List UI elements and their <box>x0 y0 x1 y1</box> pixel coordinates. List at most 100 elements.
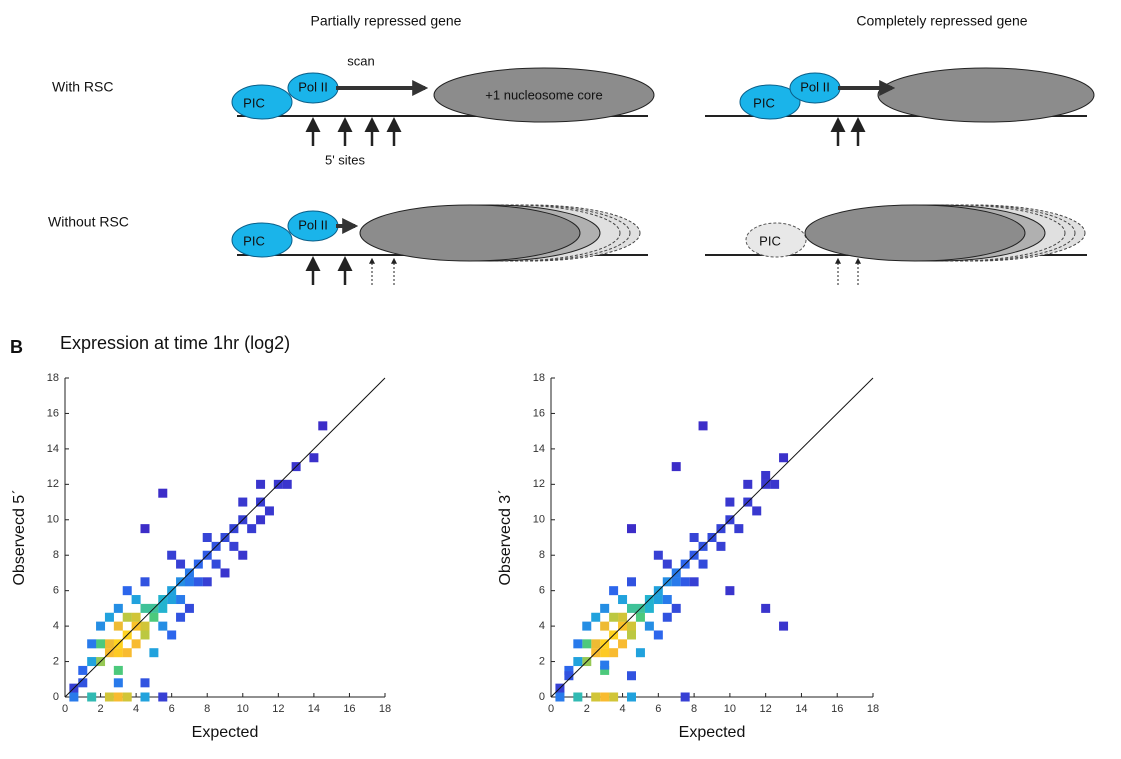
point <box>779 621 789 631</box>
point <box>573 639 583 649</box>
x-tick-label: 2 <box>97 703 103 715</box>
point <box>176 595 186 605</box>
x-tick-label: 16 <box>831 703 843 715</box>
pic-label: PIC <box>753 95 775 110</box>
panel-title: Expression at time 1hr (log2) <box>60 333 290 353</box>
y-tick-label: 18 <box>533 372 545 384</box>
x-axis-label: Expected <box>192 724 259 741</box>
point <box>149 612 159 622</box>
y-tick-label: 16 <box>533 407 545 419</box>
point <box>318 421 328 431</box>
point <box>104 612 114 622</box>
y-tick-label: 0 <box>539 691 545 703</box>
x-axis-label: Expected <box>679 724 746 741</box>
pic <box>739 84 801 120</box>
point <box>149 648 159 658</box>
x-tick-label: 16 <box>343 703 355 715</box>
site-arrows <box>305 256 353 285</box>
pol-label: Pol II <box>298 79 328 94</box>
point <box>779 453 789 463</box>
point <box>184 577 194 587</box>
y-tick-label: 12 <box>47 478 59 490</box>
point <box>609 648 619 658</box>
point <box>752 506 762 516</box>
point <box>193 577 203 587</box>
point <box>564 665 574 675</box>
point <box>202 533 212 542</box>
y-axis-label: Observecd 3ˊ <box>497 489 514 585</box>
point <box>761 603 771 613</box>
point <box>662 595 672 605</box>
point <box>635 648 645 658</box>
point <box>282 479 292 489</box>
point <box>256 479 266 489</box>
x-tick-label: 4 <box>619 703 625 715</box>
row-title: With RSC <box>52 79 113 95</box>
point <box>591 639 601 649</box>
x-tick-label: 10 <box>237 703 249 715</box>
point <box>158 603 168 613</box>
panel-label: B <box>10 337 23 357</box>
point <box>113 665 123 675</box>
point <box>627 577 636 587</box>
y-tick-label: 4 <box>53 620 59 632</box>
y-tick-label: 16 <box>47 407 59 419</box>
point <box>167 595 177 605</box>
point <box>140 630 150 640</box>
point <box>573 657 583 667</box>
point <box>158 488 168 498</box>
x-tick-label: 6 <box>169 703 175 715</box>
point <box>564 671 574 681</box>
point <box>770 479 780 489</box>
identity-line <box>550 377 874 698</box>
point <box>87 657 97 667</box>
point <box>176 612 186 622</box>
x-tick-label: 4 <box>133 703 139 715</box>
point <box>600 665 610 675</box>
point <box>743 479 753 489</box>
point <box>627 630 636 640</box>
pol-label: Pol II <box>800 79 830 94</box>
diagram: Partially repressed gene Completely repr… <box>48 13 1095 285</box>
point <box>761 470 771 480</box>
point <box>238 550 248 560</box>
point <box>87 692 97 702</box>
point <box>131 639 141 649</box>
point <box>653 550 663 560</box>
pic-label: PIC <box>759 233 781 248</box>
point <box>716 541 726 551</box>
point <box>609 586 619 596</box>
x-tick-label: 0 <box>548 703 554 715</box>
point <box>104 639 114 649</box>
point <box>689 577 699 587</box>
point <box>96 621 106 631</box>
x-tick-label: 12 <box>760 703 772 715</box>
nucleosome <box>433 67 655 123</box>
point <box>140 692 150 702</box>
y-tick-label: 2 <box>539 655 545 667</box>
point <box>698 421 708 431</box>
x-tick-label: 14 <box>308 703 320 715</box>
point <box>247 524 257 534</box>
point <box>600 648 610 658</box>
point <box>698 559 708 569</box>
point <box>627 671 636 681</box>
point <box>167 630 177 640</box>
nucleosome-label: +1 nucleosome core <box>485 87 602 102</box>
site-arrows <box>305 117 402 146</box>
point <box>644 603 654 613</box>
nucleosome <box>804 204 1026 262</box>
point <box>635 612 645 622</box>
point <box>591 692 601 702</box>
y-tick-label: 8 <box>53 549 59 561</box>
point <box>131 612 141 622</box>
y-tick-label: 10 <box>47 514 59 526</box>
x-tick-label: 18 <box>379 703 391 715</box>
x-tick-label: 2 <box>584 703 590 715</box>
point <box>78 678 88 688</box>
point <box>618 612 628 622</box>
y-tick-label: 12 <box>533 478 545 490</box>
point <box>69 692 79 702</box>
point <box>689 533 699 542</box>
point <box>122 586 132 596</box>
